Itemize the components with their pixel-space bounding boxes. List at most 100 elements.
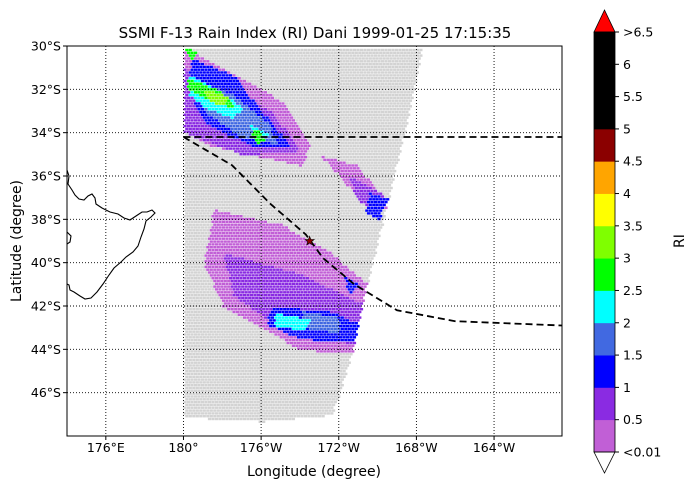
swath-pixel: [204, 277, 208, 280]
swath-pixel: [363, 71, 367, 74]
swath-pixel: [293, 195, 297, 198]
swath-pixel: [281, 74, 285, 77]
rain-pixel: [244, 88, 248, 91]
swath-pixel: [187, 260, 191, 263]
swath-pixel: [318, 358, 322, 362]
swath-pixel: [354, 260, 358, 263]
swath-pixel: [228, 355, 233, 359]
swath-pixel: [225, 389, 229, 392]
swath-pixel: [185, 403, 189, 407]
swath-pixel: [373, 246, 378, 249]
swath-pixel: [274, 91, 278, 94]
swath-pixel: [319, 400, 323, 404]
swath-pixel: [192, 279, 196, 283]
rain-pixel: [187, 51, 191, 54]
swath-pixel: [195, 319, 199, 322]
swath-pixel: [194, 327, 198, 331]
swath-pixel: [393, 119, 397, 122]
swath-pixel: [316, 57, 320, 60]
swath-pixel: [291, 209, 295, 212]
swath-pixel: [284, 215, 288, 218]
swath-pixel: [256, 406, 260, 409]
swath-pixel: [298, 96, 302, 100]
swath-pixel: [220, 398, 224, 401]
swath-pixel: [225, 344, 229, 347]
swath-pixel: [333, 136, 337, 139]
swath-pixel: [187, 169, 191, 173]
swath-pixel: [211, 361, 215, 364]
swath-pixel: [235, 51, 240, 54]
swath-pixel: [295, 378, 299, 381]
swath-pixel: [258, 206, 262, 209]
swath-pixel: [319, 192, 323, 195]
swath-pixel: [290, 403, 294, 407]
swath-pixel: [340, 198, 344, 201]
swath-pixel: [356, 268, 360, 271]
swath-pixel: [249, 79, 254, 83]
swath-pixel: [258, 386, 262, 390]
swath-pixel: [319, 96, 323, 100]
swath-pixel: [221, 350, 226, 353]
swath-pixel: [335, 392, 339, 395]
swath-pixel: [340, 372, 344, 376]
swath-pixel: [241, 206, 245, 209]
swath-pixel: [206, 364, 210, 367]
swath-pixel: [216, 330, 220, 333]
rain-pixel: [249, 85, 254, 88]
swath-pixel: [352, 144, 357, 147]
swath-pixel: [270, 91, 274, 94]
swath-pixel: [291, 220, 295, 223]
swath-pixel: [274, 372, 278, 376]
swath-pixel: [380, 223, 385, 226]
swath-pixel: [363, 246, 367, 249]
swath-pixel: [314, 398, 318, 401]
swath-pixel: [225, 169, 229, 173]
swath-pixel: [403, 91, 407, 94]
swath-pixel: [192, 234, 196, 238]
swath-pixel: [223, 353, 227, 356]
swath-pixel: [206, 189, 210, 193]
swath-pixel: [228, 400, 233, 404]
swath-pixel: [321, 240, 325, 243]
swath-pixel: [269, 189, 273, 193]
swath-pixel: [192, 375, 196, 378]
swath-pixel: [340, 68, 344, 71]
swath-pixel: [195, 285, 199, 288]
swath-pixel: [351, 265, 355, 269]
swath-pixel: [340, 62, 344, 66]
swath-pixel: [335, 77, 339, 80]
swath-pixel: [344, 85, 348, 88]
swath-pixel: [326, 226, 330, 229]
swath-pixel: [216, 172, 220, 176]
rain-pixel: [241, 82, 245, 85]
swath-pixel: [216, 358, 220, 362]
swath-pixel: [293, 200, 297, 204]
swath-pixel: [375, 79, 379, 83]
swath-pixel: [307, 105, 311, 108]
swath-pixel: [192, 403, 196, 407]
swath-pixel: [298, 74, 302, 77]
swath-pixel: [223, 392, 227, 395]
swath-pixel: [363, 279, 367, 283]
swath-pixel: [276, 167, 280, 170]
swath-pixel: [244, 195, 248, 198]
rain-pixel: [213, 77, 217, 80]
swath-pixel: [202, 341, 206, 345]
swath-pixel: [235, 186, 240, 190]
swath-pixel: [352, 161, 357, 164]
swath-pixel: [366, 223, 371, 226]
swath-pixel: [248, 324, 252, 328]
swath-pixel: [211, 412, 215, 415]
swath-pixel: [204, 158, 208, 162]
rain-pixel: [206, 82, 210, 85]
swath-pixel: [330, 231, 334, 235]
swath-pixel: [211, 310, 215, 314]
swath-pixel: [286, 77, 290, 80]
swath-pixel: [218, 169, 222, 173]
swath-pixel: [258, 336, 262, 339]
swath-pixel: [244, 398, 248, 401]
swath-pixel: [194, 243, 198, 246]
swath-pixel: [330, 243, 334, 246]
swath-pixel: [323, 164, 327, 167]
swath-pixel: [375, 74, 379, 77]
